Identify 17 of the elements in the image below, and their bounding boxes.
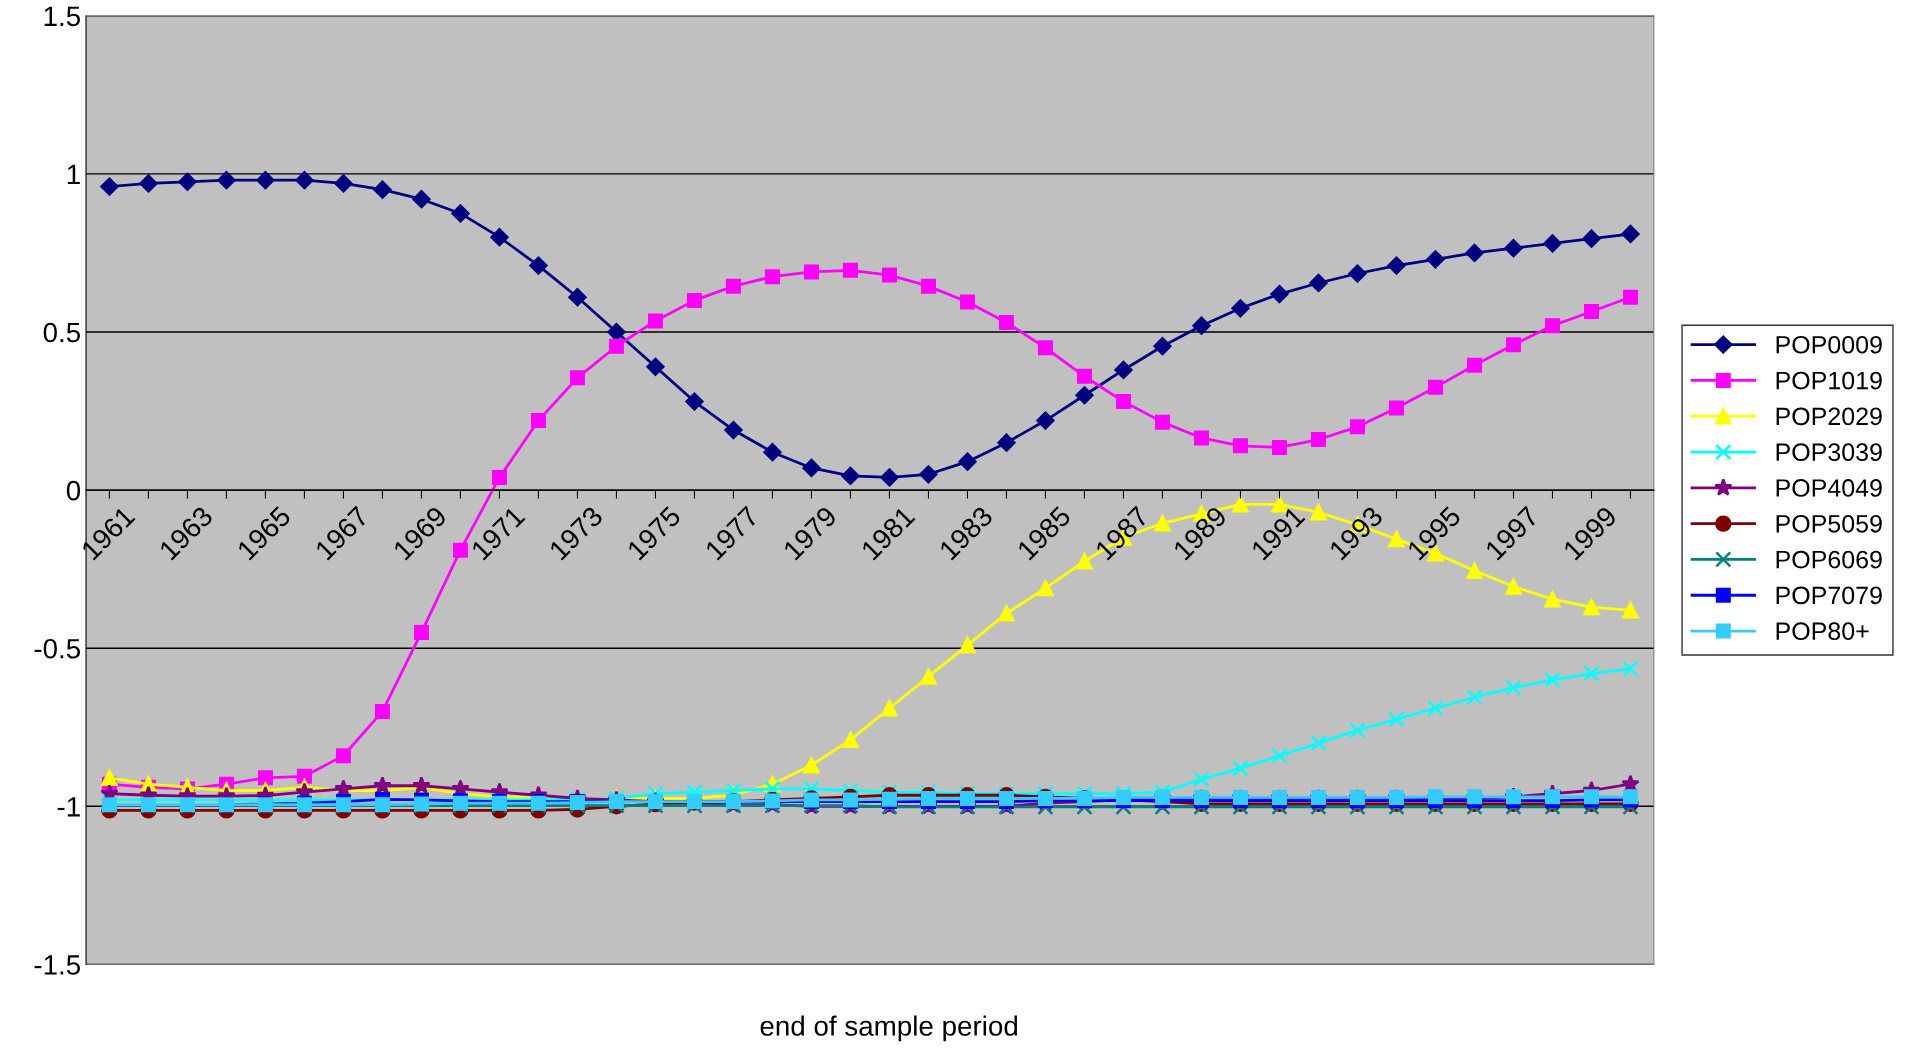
- y-tick-label: 1.5: [44, 6, 81, 27]
- y-tick-label: -0.5: [34, 638, 81, 659]
- legend-label: POP2029: [1776, 407, 1882, 426]
- legend-label: POP5059: [1776, 514, 1882, 533]
- legend-label: POP1019: [1776, 371, 1882, 390]
- y-tick-label: -1.5: [34, 955, 81, 975]
- y-tick-label: 1: [67, 164, 80, 184]
- y-tick-label: 0.5: [43, 322, 81, 343]
- legend-label: POP4049: [1776, 479, 1882, 497]
- x-axis-title: end of sample period: [760, 1015, 1018, 1042]
- legend-label: POP80+: [1776, 622, 1869, 641]
- legend-label: POP3039: [1776, 443, 1882, 462]
- y-tick-label: -1: [57, 797, 80, 817]
- legend-label: POP0009: [1776, 335, 1882, 354]
- legend-label: POP6069: [1776, 550, 1882, 569]
- legend-label: POP7079: [1776, 586, 1882, 605]
- y-tick-label: 0: [66, 480, 81, 501]
